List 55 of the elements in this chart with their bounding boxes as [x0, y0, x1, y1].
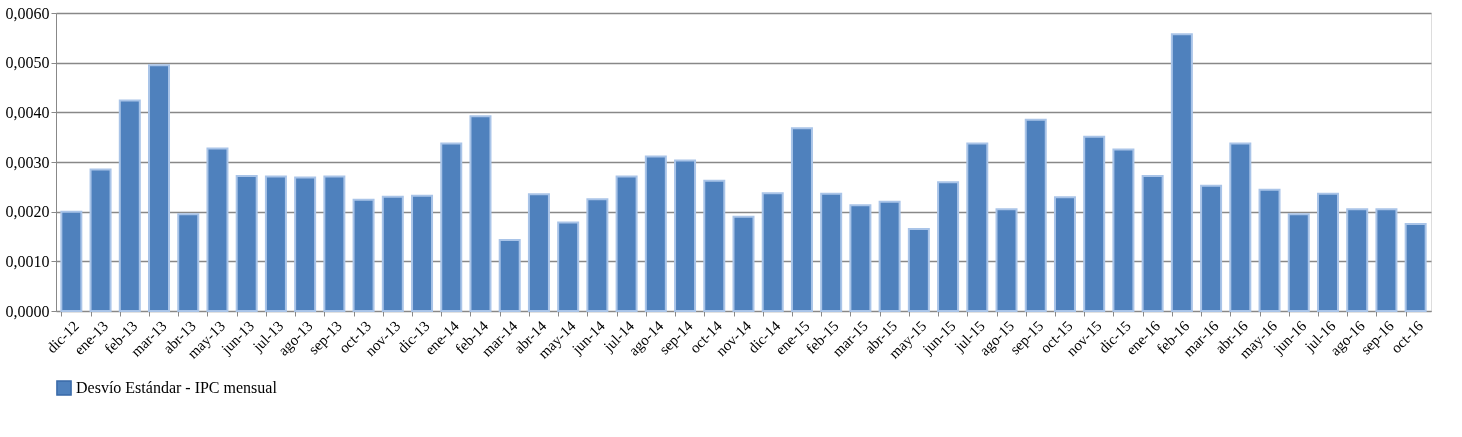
bar	[206, 147, 229, 312]
y-tick-label: 0,0020	[5, 203, 50, 221]
bar	[966, 142, 989, 312]
bar	[937, 181, 960, 312]
bar	[89, 168, 112, 312]
bar	[615, 175, 638, 312]
bar	[60, 210, 83, 312]
bar	[907, 228, 930, 312]
bar	[527, 193, 550, 312]
bar	[1346, 208, 1369, 312]
bar	[1024, 118, 1047, 312]
bar	[177, 213, 200, 312]
bar	[557, 221, 580, 312]
bar	[148, 64, 171, 312]
bar	[674, 159, 697, 312]
bar	[1258, 188, 1281, 312]
bar	[1141, 174, 1164, 312]
bar	[849, 204, 872, 312]
y-tick-label: 0,0000	[5, 302, 50, 320]
bar	[995, 208, 1018, 312]
bar	[1229, 142, 1252, 312]
bar	[1083, 135, 1106, 312]
bar	[440, 142, 463, 312]
y-tick-label: 0,0060	[5, 4, 50, 22]
y-tick-label: 0,0050	[5, 54, 50, 72]
y-tick-label: 0,0010	[5, 252, 50, 270]
bar	[1112, 148, 1135, 312]
bar	[469, 115, 492, 312]
bar	[381, 195, 404, 312]
bar	[732, 215, 755, 312]
bar	[411, 194, 434, 312]
bar	[1170, 33, 1193, 312]
bar	[352, 198, 375, 312]
bar	[323, 175, 346, 312]
bar	[820, 192, 843, 312]
bar	[498, 238, 521, 312]
bar	[586, 198, 609, 312]
bar	[1200, 184, 1223, 312]
bar	[1316, 192, 1339, 312]
legend-label: Desvío Estándar - IPC mensual	[76, 379, 278, 396]
bar	[703, 179, 726, 312]
bar	[294, 176, 317, 312]
bar	[1287, 213, 1310, 312]
y-tick-label: 0,0030	[5, 153, 50, 171]
bar	[235, 174, 258, 312]
bar	[790, 127, 813, 312]
bar	[1404, 223, 1427, 312]
bar	[1375, 208, 1398, 312]
bar	[118, 99, 141, 312]
bar	[264, 175, 287, 312]
bar	[644, 155, 667, 312]
bar	[761, 192, 784, 312]
bar	[878, 200, 901, 312]
y-tick-label: 0,0040	[5, 103, 50, 121]
bar	[1053, 196, 1076, 312]
